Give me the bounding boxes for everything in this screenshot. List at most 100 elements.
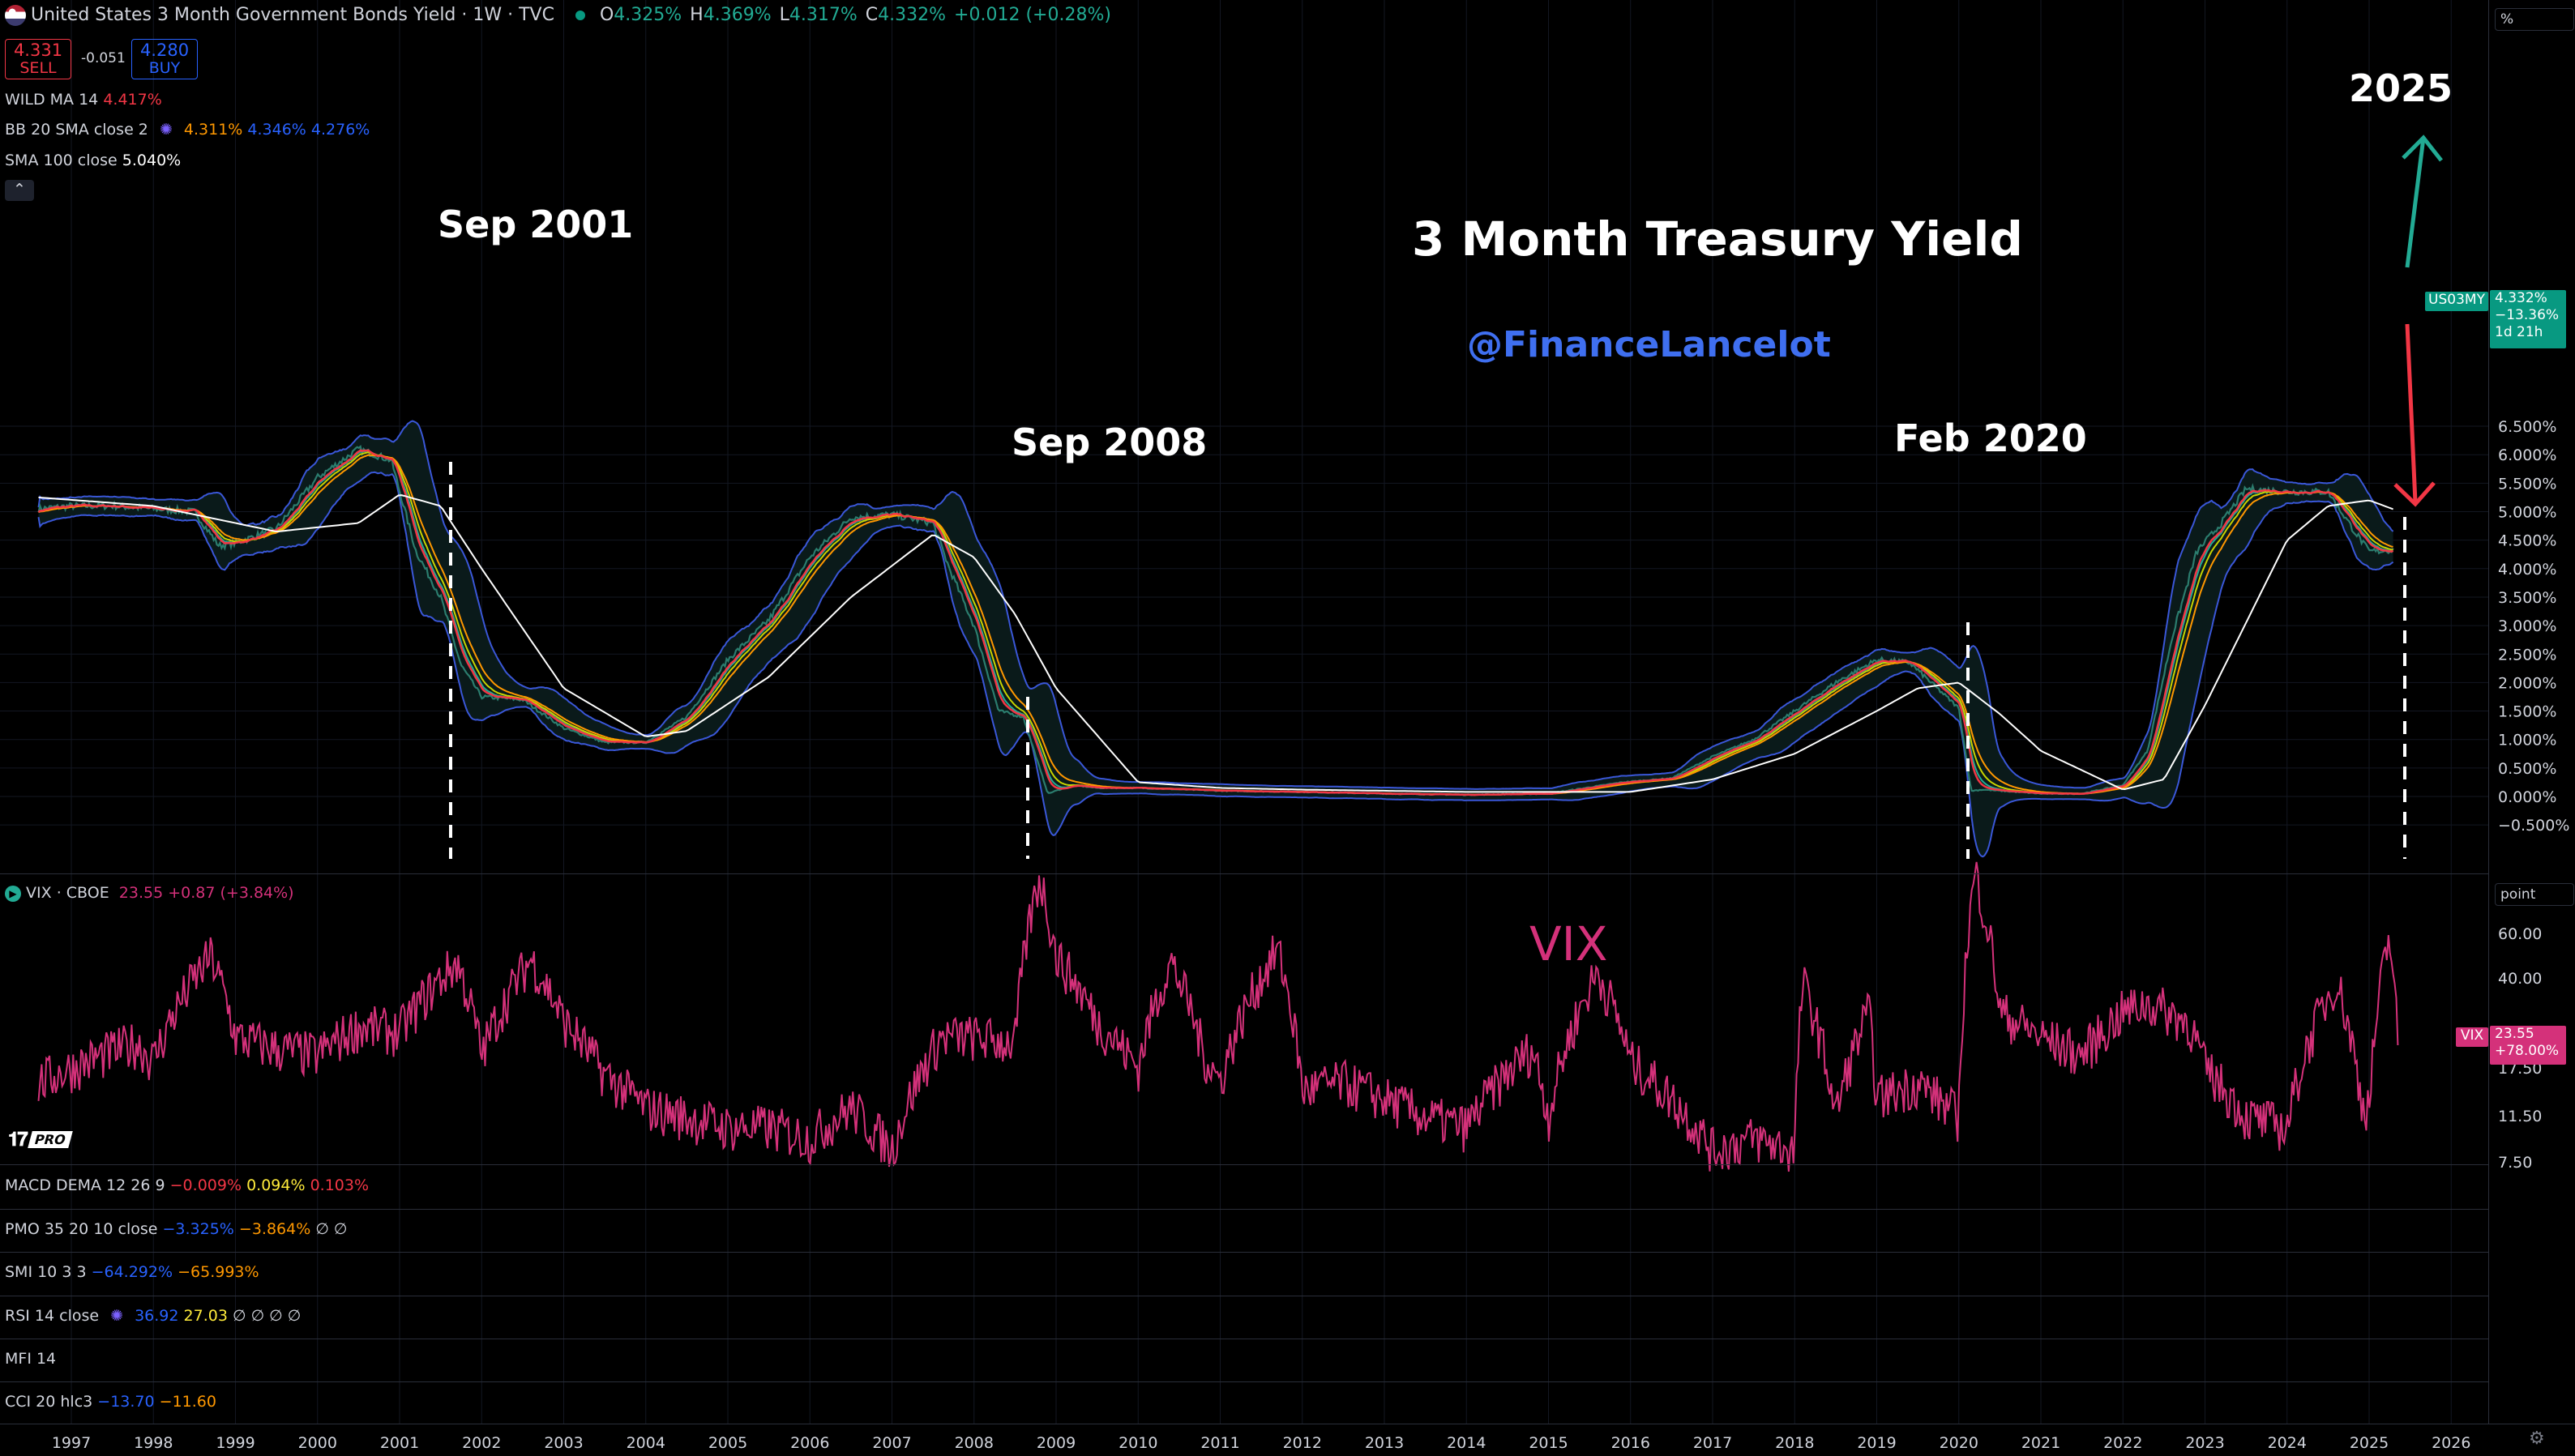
buy-label: BUY xyxy=(148,59,181,77)
time-tick-label: 1999 xyxy=(216,1434,255,1452)
time-tick-label: 2006 xyxy=(790,1434,829,1452)
rsi-legend[interactable]: RSI 14 close ✺ 36.92 27.03 ∅ ∅ ∅ ∅ xyxy=(5,1307,301,1325)
loading-icon: ✺ xyxy=(159,121,173,139)
spread-value: -0.051 xyxy=(81,50,126,66)
time-tick-label: 2018 xyxy=(1775,1434,1814,1452)
rsi-label: RSI 14 close xyxy=(5,1307,100,1325)
mfi-legend[interactable]: MFI 14 xyxy=(5,1350,56,1368)
price-tick-label: 2.000% xyxy=(2498,674,2556,692)
pane-separator[interactable] xyxy=(0,1252,2488,1253)
vix-legend[interactable]: ▶ VIX · CBOE 23.55 +0.87 (+3.84%) xyxy=(5,884,294,902)
close-value: 4.332% xyxy=(878,5,947,25)
vix-unit-selector[interactable]: point xyxy=(2495,883,2574,906)
symbol-price-tag: US03MY xyxy=(2425,292,2488,311)
ema-mid-line xyxy=(37,451,2393,796)
pmo-label: PMO 35 20 10 close xyxy=(5,1220,158,1238)
down-arrow-line xyxy=(2405,323,2418,503)
wild-ma-legend[interactable]: WILD MA 14 4.417% xyxy=(5,91,162,109)
us-flag-icon xyxy=(5,5,26,26)
author-handle: @FinanceLancelot xyxy=(1467,324,1831,365)
time-tick-label: 2001 xyxy=(380,1434,419,1452)
market-status-icon xyxy=(575,11,585,20)
vix-value: 23.55 xyxy=(118,884,164,902)
wild-ma-label: WILD MA 14 xyxy=(5,91,99,109)
ema-fast-line xyxy=(37,450,2393,796)
time-tick-label: 2025 xyxy=(2350,1434,2389,1452)
time-tick-label: 2010 xyxy=(1119,1434,1157,1452)
cci-label: CCI 20 hlc3 xyxy=(5,1393,93,1411)
sma-legend[interactable]: SMA 100 close 5.040% xyxy=(5,152,181,169)
vix-last-value: 23.55 xyxy=(2495,1026,2534,1042)
sma-label: SMA 100 close xyxy=(5,152,118,169)
settings-gear-icon[interactable]: ⚙ xyxy=(2529,1428,2545,1449)
price-grid xyxy=(0,0,2488,1424)
time-tick-label: 1997 xyxy=(52,1434,91,1452)
up-arrow-line xyxy=(2405,137,2426,268)
price-tick-label: 3.500% xyxy=(2498,589,2556,607)
low-value: 4.317% xyxy=(789,5,858,25)
time-tick-label: 2008 xyxy=(955,1434,994,1452)
price-tick-label: 5.000% xyxy=(2498,504,2556,522)
price-line[interactable] xyxy=(37,445,2394,796)
down-arrow-head xyxy=(2393,481,2436,507)
high-label: H xyxy=(690,5,704,25)
macd-value: 0.094% xyxy=(246,1176,306,1194)
bb-label: BB 20 SMA close 2 xyxy=(5,121,148,139)
collapse-legend-button[interactable]: ⌃ xyxy=(5,180,34,201)
time-tick-label: 2009 xyxy=(1037,1434,1076,1452)
time-tick-label: 2005 xyxy=(708,1434,747,1452)
mfi-label: MFI 14 xyxy=(5,1350,57,1368)
bar-countdown: 1d 21h xyxy=(2495,324,2543,340)
vix-change: +0.87 (+3.84%) xyxy=(168,884,294,902)
sell-label: SELL xyxy=(19,59,57,77)
cci-legend[interactable]: CCI 20 hlc3 −13.70 −11.60 xyxy=(5,1393,216,1411)
feb2020-label: Feb 2020 xyxy=(1894,416,2087,460)
time-tick-label: 2011 xyxy=(1200,1434,1239,1452)
time-tick-label: 2007 xyxy=(872,1434,911,1452)
vix-tick-label: 40.00 xyxy=(2498,970,2542,988)
bb-legend[interactable]: BB 20 SMA close 2 ✺ 4.311% 4.346% 4.276% xyxy=(5,121,370,139)
bb-upper-value: 4.346% xyxy=(247,121,306,139)
cci-ma-value: −11.60 xyxy=(159,1393,216,1411)
pmo-signal-value: −3.864% xyxy=(238,1220,311,1238)
vix-pane[interactable] xyxy=(37,861,2399,1172)
price-axis[interactable]: 6.500% 6.000% 5.500% 5.000% 4.500% 4.000% 3.50… xyxy=(2498,418,2569,835)
time-tick-label: 2016 xyxy=(1611,1434,1650,1452)
macd-legend[interactable]: MACD DEMA 12 26 9 −0.009% 0.094% 0.103% xyxy=(5,1176,369,1194)
pane-separator[interactable] xyxy=(0,1381,2488,1382)
smi-legend[interactable]: SMI 10 3 3 −64.292% −65.993% xyxy=(5,1263,259,1281)
sell-button[interactable]: 4.331 SELL xyxy=(5,39,71,79)
price-scale-border xyxy=(2488,0,2489,1424)
time-tick-label: 2019 xyxy=(1857,1434,1896,1452)
price-tick-label: 1.500% xyxy=(2498,703,2556,721)
last-price-change: −13.36% xyxy=(2495,307,2560,323)
vix-line[interactable] xyxy=(37,861,2399,1172)
price-tick-label: 4.500% xyxy=(2498,532,2556,550)
price-tick-label: 4.000% xyxy=(2498,561,2556,579)
symbol-header[interactable]: United States 3 Month Government Bonds Y… xyxy=(5,5,1111,26)
macd-signal-value: 0.103% xyxy=(310,1176,370,1194)
vix-annotation: VIX xyxy=(1529,916,1608,971)
price-tick-label: 6.500% xyxy=(2498,418,2556,436)
pane-separator[interactable] xyxy=(0,873,2488,874)
time-tick-label: 2015 xyxy=(1529,1434,1568,1452)
pane-separator[interactable] xyxy=(0,1209,2488,1210)
time-axis[interactable]: 1997 1998 1999 2000 2001 2002 2003 2004 2005 2006… xyxy=(52,1434,2471,1452)
pane-separator[interactable] xyxy=(0,1164,2488,1165)
sep2001-label: Sep 2001 xyxy=(438,203,633,246)
buy-button[interactable]: 4.280 BUY xyxy=(131,39,198,79)
time-tick-label: 2013 xyxy=(1365,1434,1404,1452)
price-pane[interactable] xyxy=(37,420,2394,858)
bb-basis-value: 4.311% xyxy=(183,121,243,139)
time-tick-label: 2017 xyxy=(1693,1434,1732,1452)
symbol-title[interactable]: United States 3 Month Government Bonds Y… xyxy=(31,5,554,25)
high-value: 4.369% xyxy=(703,5,772,25)
sma-value: 5.040% xyxy=(122,152,182,169)
pmo-empty-values: ∅ ∅ xyxy=(315,1220,348,1238)
vix-label: VIX · CBOE xyxy=(26,884,109,902)
pmo-legend[interactable]: PMO 35 20 10 close −3.325% −3.864% ∅ ∅ xyxy=(5,1220,347,1238)
price-unit-selector[interactable]: % xyxy=(2495,8,2574,31)
price-tick-label: 3.000% xyxy=(2498,617,2556,635)
open-value: 4.325% xyxy=(614,5,682,25)
